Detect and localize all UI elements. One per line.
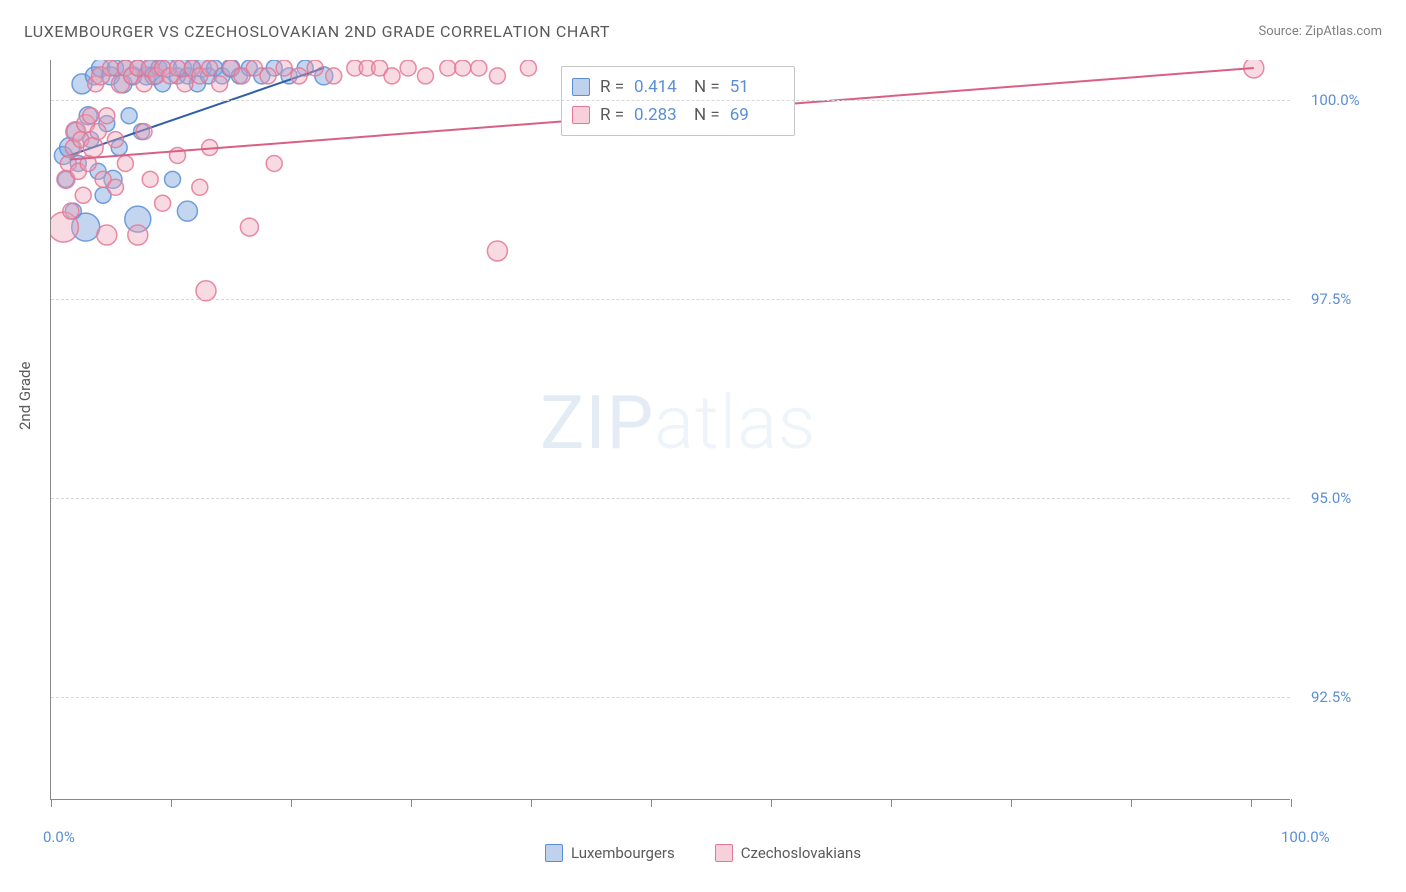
chart-title: LUXEMBOURGER VS CZECHOSLOVAKIAN 2ND GRAD… bbox=[24, 22, 610, 41]
scatter-svg bbox=[51, 60, 1291, 800]
data-point bbox=[455, 60, 471, 76]
series-swatch bbox=[572, 78, 590, 96]
stats-row: R = 0.283 N = 69 bbox=[572, 101, 780, 129]
data-point bbox=[83, 138, 103, 158]
data-point bbox=[471, 60, 487, 76]
data-point bbox=[99, 108, 115, 124]
data-point bbox=[155, 195, 171, 211]
legend-label: Czechoslovakians bbox=[741, 844, 861, 862]
data-point bbox=[107, 132, 123, 148]
x-tick bbox=[651, 799, 652, 807]
legend-swatch bbox=[715, 844, 733, 862]
data-point bbox=[291, 68, 307, 84]
x-tick bbox=[51, 799, 52, 807]
data-point bbox=[136, 124, 152, 140]
x-tick bbox=[1251, 799, 1252, 807]
data-point bbox=[520, 60, 536, 76]
stats-row: R = 0.414 N = 51 bbox=[572, 73, 780, 101]
r-label: R = bbox=[600, 101, 624, 129]
data-point bbox=[489, 68, 505, 84]
data-point bbox=[121, 108, 137, 124]
gridline bbox=[51, 697, 1290, 698]
x-tick bbox=[1131, 799, 1132, 807]
gridline bbox=[51, 498, 1290, 499]
data-point bbox=[142, 171, 158, 187]
data-point bbox=[276, 60, 292, 76]
y-tick-label: 95.0% bbox=[1311, 489, 1351, 507]
data-point bbox=[75, 187, 91, 203]
y-tick-label: 97.5% bbox=[1311, 290, 1351, 308]
r-label: R = bbox=[600, 73, 624, 101]
r-value: 0.283 bbox=[634, 101, 684, 129]
legend-label: Luxembourgers bbox=[571, 844, 675, 862]
data-point bbox=[400, 60, 416, 76]
y-tick-label: 100.0% bbox=[1311, 91, 1360, 109]
data-point bbox=[63, 203, 79, 219]
x-tick bbox=[771, 799, 772, 807]
data-point bbox=[307, 60, 323, 76]
data-point bbox=[103, 60, 119, 76]
data-point bbox=[117, 155, 133, 171]
n-label: N = bbox=[694, 101, 720, 129]
data-point bbox=[177, 76, 193, 92]
data-point bbox=[192, 179, 208, 195]
data-point bbox=[417, 68, 433, 84]
x-tick bbox=[531, 799, 532, 807]
x-tick bbox=[171, 799, 172, 807]
legend-swatch bbox=[545, 844, 563, 862]
series-swatch bbox=[572, 106, 590, 124]
data-point bbox=[83, 108, 99, 124]
data-point bbox=[128, 225, 148, 245]
x-tick bbox=[1291, 799, 1292, 807]
data-point bbox=[487, 241, 507, 261]
y-tick-label: 92.5% bbox=[1311, 688, 1351, 706]
x-tick bbox=[291, 799, 292, 807]
data-point bbox=[90, 124, 106, 140]
data-point bbox=[260, 68, 276, 84]
y-axis-title: 2nd Grade bbox=[16, 362, 34, 430]
x-tick bbox=[1011, 799, 1012, 807]
data-point bbox=[440, 60, 456, 76]
data-point bbox=[240, 218, 258, 236]
data-point bbox=[165, 171, 181, 187]
data-point bbox=[326, 68, 342, 84]
chart-plot-area: R =0.414N =51R =0.283N =69 100.0%97.5%95… bbox=[50, 60, 1290, 800]
x-tick bbox=[411, 799, 412, 807]
data-point bbox=[266, 155, 282, 171]
correlation-stats-box: R = 0.414 N = 51 R = 0.283 N = 69 bbox=[561, 66, 795, 136]
x-tick bbox=[891, 799, 892, 807]
legend-item: Luxembourgers bbox=[545, 844, 675, 862]
data-point bbox=[107, 179, 123, 195]
r-value: 0.414 bbox=[634, 73, 684, 101]
legend-item: Czechoslovakians bbox=[715, 844, 861, 862]
gridline bbox=[51, 299, 1290, 300]
gridline bbox=[51, 100, 1290, 101]
legend: Luxembourgers Czechoslovakians bbox=[0, 844, 1406, 862]
data-point bbox=[97, 225, 117, 245]
n-value: 51 bbox=[730, 73, 780, 101]
data-point bbox=[212, 76, 228, 92]
n-value: 69 bbox=[730, 101, 780, 129]
data-point bbox=[202, 60, 218, 76]
data-point bbox=[169, 60, 185, 76]
data-point bbox=[384, 68, 400, 84]
source-attribution: Source: ZipAtlas.com bbox=[1258, 24, 1382, 39]
data-point bbox=[177, 201, 197, 221]
n-label: N = bbox=[694, 73, 720, 101]
